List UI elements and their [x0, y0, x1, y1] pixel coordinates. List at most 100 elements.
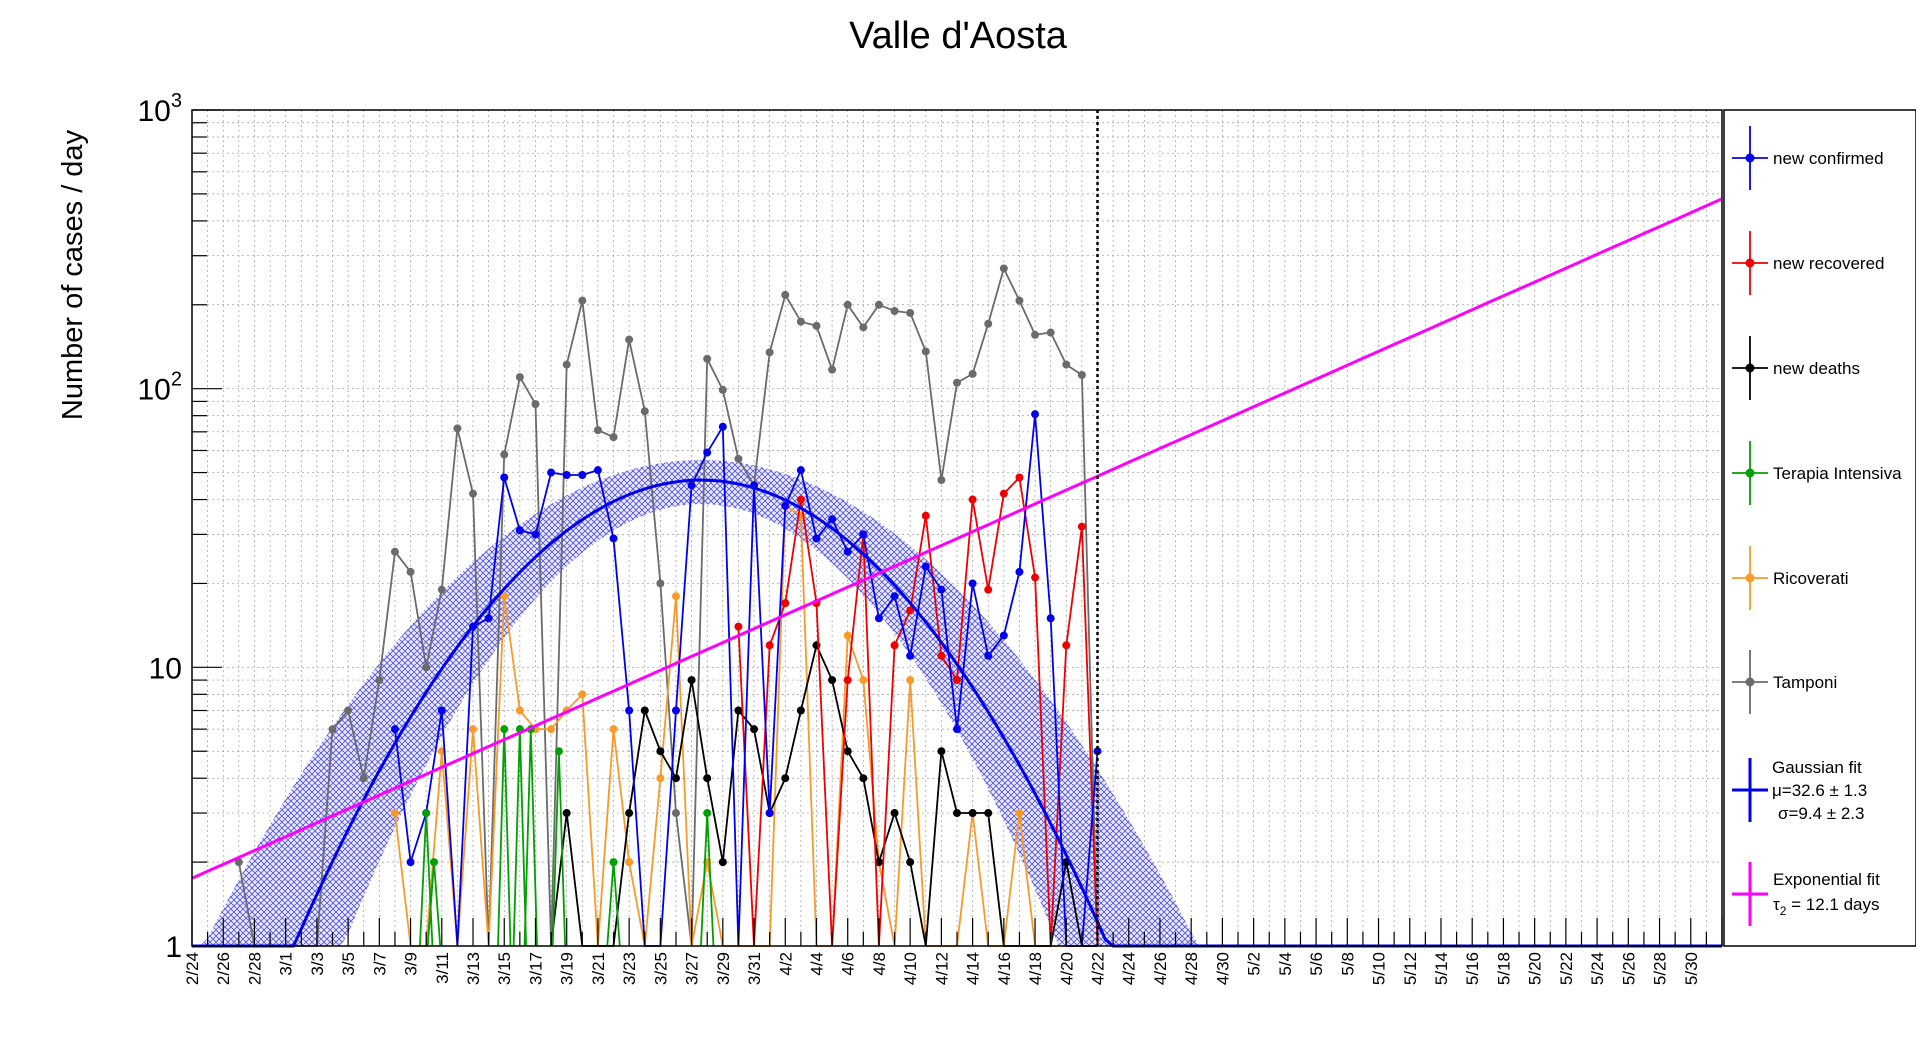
- x-tick-label: 3/27: [683, 952, 702, 985]
- x-tick-label: 5/22: [1557, 952, 1576, 985]
- new-deaths-point: [968, 809, 977, 818]
- legend-label: Terapia Intensiva: [1773, 464, 1902, 483]
- new-recovered-point: [999, 489, 1008, 498]
- y-tick-label: 102: [138, 369, 183, 407]
- new-recovered-line: [737, 475, 1099, 947]
- ricoverati-point: [625, 858, 634, 867]
- legend-entry-ricoverati: Ricoverati: [1732, 546, 1849, 610]
- new-confirmed-point: [953, 725, 961, 734]
- y-tick-label: 10: [149, 652, 182, 685]
- x-tick-label: 3/15: [495, 952, 514, 985]
- gaussian-error-band: [192, 460, 1317, 946]
- tamponi-point: [734, 454, 743, 463]
- new-confirmed-point: [781, 501, 790, 510]
- x-tick-label: 5/28: [1651, 952, 1670, 985]
- new-confirmed-point: [562, 470, 571, 479]
- tamponi-point: [328, 725, 337, 734]
- new-confirmed-point: [609, 534, 618, 543]
- x-tick-label: 5/8: [1338, 952, 1357, 976]
- new-deaths-point: [671, 774, 680, 783]
- legend-marker: [1745, 468, 1755, 478]
- new-confirmed-line: [394, 414, 1099, 947]
- x-tick-label: 4/20: [1057, 952, 1076, 985]
- y-axis-label: Number of cases / day: [57, 129, 89, 420]
- new-confirmed-point: [1046, 614, 1055, 623]
- legend-label: new confirmed: [1773, 149, 1884, 168]
- new-recovered-point: [1077, 522, 1086, 531]
- chart-title: Valle d'Aosta: [849, 15, 1068, 57]
- x-tick-label: 5/2: [1245, 952, 1264, 976]
- series-new-confirmed: [390, 410, 1102, 947]
- new-deaths-point: [828, 676, 837, 685]
- new-confirmed-point: [703, 448, 712, 457]
- new-confirmed-point: [828, 515, 837, 524]
- x-tick-label: 5/10: [1370, 952, 1389, 985]
- tamponi-point: [874, 300, 883, 309]
- tamponi-point: [469, 489, 478, 498]
- legend-entry-tamponi: Tamponi: [1732, 650, 1837, 714]
- gaussian-legend-line-2: μ=32.6 ± 1.3: [1772, 781, 1867, 800]
- new-deaths-point: [734, 706, 743, 715]
- new-confirmed-point: [1093, 747, 1102, 756]
- y-tick-label: 1: [165, 931, 182, 964]
- legend-entry-new-confirmed: new confirmed: [1732, 126, 1884, 190]
- new-deaths-point: [906, 858, 915, 867]
- tamponi-point: [578, 296, 587, 305]
- x-tick-label: 3/23: [620, 952, 639, 985]
- new-recovered-point: [734, 622, 743, 631]
- gaussian-legend-line-3: σ=9.4 ± 2.3: [1778, 804, 1864, 823]
- legend-label: new deaths: [1773, 359, 1860, 378]
- exponential-legend-line-1: Exponential fit: [1773, 870, 1880, 889]
- x-tick-label: 4/28: [1182, 952, 1201, 985]
- tamponi-point: [437, 585, 446, 594]
- tamponi-point: [1015, 296, 1024, 305]
- new-confirmed-point: [874, 614, 883, 623]
- new-confirmed-point: [968, 579, 977, 588]
- new-deaths-point: [874, 858, 883, 867]
- new-confirmed-point: [1015, 567, 1024, 576]
- tamponi-point: [890, 306, 899, 315]
- new-deaths-point: [750, 725, 759, 734]
- tamponi-point: [859, 323, 868, 332]
- tamponi-point: [406, 567, 415, 576]
- x-tick-label: 5/30: [1682, 952, 1701, 985]
- new-confirmed-point: [718, 422, 727, 431]
- ricoverati-point: [859, 676, 868, 685]
- new-recovered-point: [796, 495, 805, 504]
- x-tick-label: 5/26: [1619, 952, 1638, 985]
- new-confirmed-point: [796, 466, 805, 475]
- x-tick-label: 4/6: [839, 952, 858, 976]
- ricoverati-point: [390, 809, 399, 818]
- x-tick-label: 4/22: [1089, 952, 1108, 985]
- tamponi-point: [656, 579, 665, 588]
- tamponi-point: [984, 319, 993, 328]
- new-confirmed-point: [906, 651, 915, 660]
- x-tick-label: 3/21: [589, 952, 608, 985]
- new-confirmed-point: [687, 481, 696, 490]
- new-confirmed-point: [999, 631, 1008, 640]
- ricoverati-point: [906, 676, 915, 685]
- new-deaths-point: [640, 706, 649, 715]
- new-confirmed-point: [484, 614, 493, 623]
- new-recovered-point: [1015, 473, 1024, 482]
- tamponi-point: [906, 308, 915, 317]
- legend-marker: [1745, 573, 1755, 583]
- x-tick-label: 5/24: [1588, 952, 1607, 985]
- new-deaths-point: [859, 774, 868, 783]
- terapia-intensiva-point: [609, 858, 618, 867]
- new-deaths-point: [625, 809, 634, 818]
- terapia-intensiva-point: [422, 809, 431, 818]
- legend-label: new recovered: [1773, 254, 1885, 273]
- new-confirmed-point: [921, 562, 930, 571]
- ricoverati-point: [1015, 809, 1024, 818]
- new-recovered-point: [937, 651, 946, 660]
- tamponi-point: [1031, 330, 1040, 339]
- terapia-intensiva-point: [703, 809, 712, 818]
- x-tick-label: 5/18: [1494, 952, 1513, 985]
- exponential-legend-line-2: τ2 = 12.1 days: [1773, 895, 1880, 918]
- new-deaths-point: [953, 809, 961, 818]
- x-tick-label: 5/14: [1432, 952, 1451, 985]
- new-confirmed-point: [515, 526, 524, 535]
- tamponi-point: [796, 317, 805, 326]
